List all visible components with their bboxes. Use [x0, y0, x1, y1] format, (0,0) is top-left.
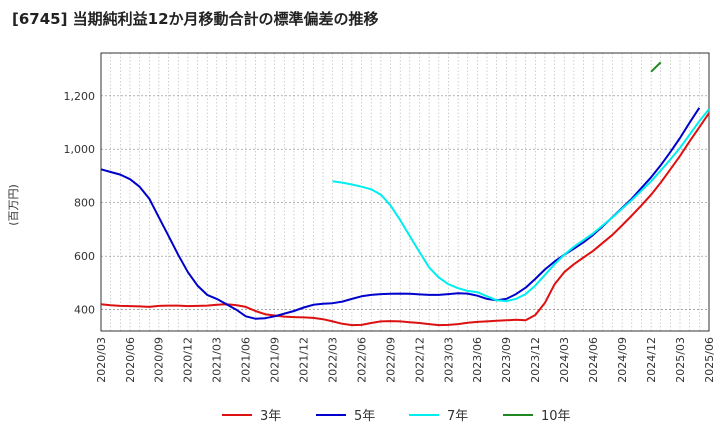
series-line-2: [100, 107, 701, 320]
x-axis-ticks: 2020/03 2020/06 2020/09 2020/12 2021/03 2021/…: [95, 337, 716, 383]
x-tick-label: 2022/06: [355, 337, 368, 383]
series-line-3: [332, 108, 710, 303]
plot-frame: [100, 52, 710, 332]
x-tick-label: 2023/03: [442, 337, 455, 383]
plot-area: [100, 52, 710, 332]
x-tick-label: 2023/09: [500, 337, 513, 383]
x-tick-label: 2025/06: [703, 337, 716, 383]
x-tick-label: 2024/09: [616, 337, 629, 383]
x-tick-label: 2024/03: [558, 337, 571, 383]
x-tick-label: 2020/12: [182, 337, 195, 383]
y-tick-label: 600: [74, 250, 95, 263]
series-line-4: [650, 61, 662, 73]
x-tick-label: 2023/06: [471, 337, 484, 383]
legend-label: 10年: [541, 409, 571, 424]
y-axis-label: (百万円): [7, 184, 20, 226]
x-tick-label: 2025/03: [674, 337, 687, 383]
x-tick-label: 2023/12: [529, 337, 542, 383]
legend-label: 5年: [354, 409, 375, 424]
y-tick-label: 800: [74, 197, 95, 210]
x-tick-label: 2020/03: [95, 337, 108, 383]
grid: [100, 53, 710, 331]
x-tick-label: 2020/09: [153, 337, 166, 383]
legend: 3年 5年 7年 10年: [222, 409, 571, 424]
x-tick-label: 2022/09: [384, 337, 397, 383]
x-tick-label: 2024/06: [587, 337, 600, 383]
x-tick-label: 2022/12: [413, 337, 426, 383]
y-tick-label: 1,000: [64, 143, 96, 156]
x-tick-label: 2024/12: [645, 337, 658, 383]
x-tick-label: 2022/03: [326, 337, 339, 383]
series-lines: [100, 61, 710, 327]
x-tick-label: 2020/06: [124, 337, 137, 383]
x-tick-label: 2021/03: [211, 337, 224, 383]
chart-title: [6745] 当期純利益12か月移動合計の標準偏差の推移: [12, 10, 379, 28]
x-tick-label: 2021/06: [240, 337, 253, 383]
y-axis-ticks: 400 600 800 1,000 1,200: [64, 90, 96, 317]
y-tick-label: 1,200: [64, 90, 96, 103]
x-tick-label: 2021/12: [298, 337, 311, 383]
x-tick-label: 2021/09: [269, 337, 282, 383]
series-line-1: [100, 112, 710, 327]
legend-label: 3年: [260, 409, 281, 424]
y-tick-label: 400: [74, 304, 95, 317]
legend-label: 7年: [447, 409, 468, 424]
